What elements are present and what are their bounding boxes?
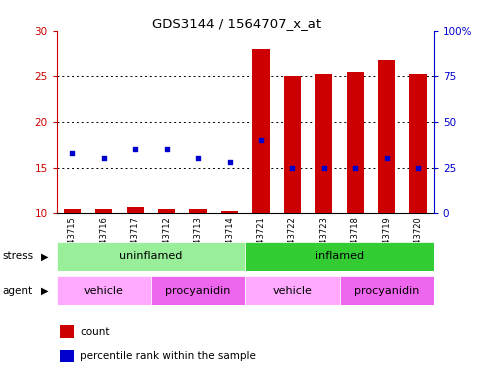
Bar [340,276,434,305]
Point [194,155,202,161]
Bar [221,211,238,213]
Text: vehicle: vehicle [273,286,313,296]
Bar [57,242,245,271]
Text: ▶: ▶ [41,251,48,262]
Point [69,150,76,156]
Point [257,137,265,143]
Text: count: count [80,327,110,337]
Bar [127,207,144,213]
Point [352,164,359,170]
Point [288,164,296,170]
Bar [378,60,395,213]
Point [131,146,139,152]
Bar [284,76,301,213]
Text: GDS3144 / 1564707_x_at: GDS3144 / 1564707_x_at [152,17,321,30]
Text: stress: stress [2,251,34,262]
Point [226,159,234,165]
Text: procyanidin: procyanidin [166,286,231,296]
Bar [245,276,340,305]
Bar [410,74,427,213]
Text: uninflamed: uninflamed [119,251,183,262]
Bar [315,74,332,213]
Bar [151,276,245,305]
Bar [347,72,364,213]
Bar [95,209,112,213]
Point [414,164,422,170]
Bar [64,209,81,213]
Bar [60,350,74,362]
Text: vehicle: vehicle [84,286,124,296]
Text: ▶: ▶ [41,286,48,296]
Text: agent: agent [2,286,33,296]
Bar [57,276,151,305]
Bar [245,242,434,271]
Bar [189,210,207,213]
Point [100,155,108,161]
Text: percentile rank within the sample: percentile rank within the sample [80,351,256,361]
Bar [252,49,270,213]
Bar [158,209,176,213]
Text: procyanidin: procyanidin [354,286,420,296]
Bar [60,325,74,338]
Point [383,155,390,161]
Point [163,146,171,152]
Text: inflamed: inflamed [315,251,364,262]
Point [320,164,328,170]
